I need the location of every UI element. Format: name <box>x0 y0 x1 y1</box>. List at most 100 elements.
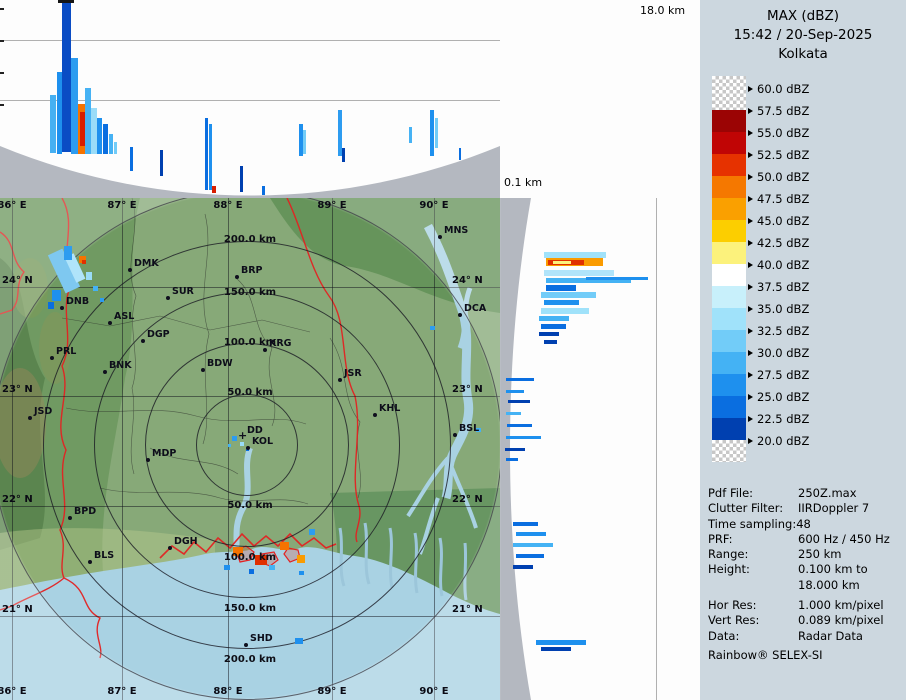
longitude-label-top: 88° E <box>213 200 243 211</box>
echo-cell <box>64 246 72 260</box>
range-ring-label: 150.0 km <box>223 287 277 298</box>
dbz-label-text: 50.0 dBZ <box>757 169 810 184</box>
city-code-label: BPD <box>74 506 97 517</box>
echo-cell <box>513 522 538 526</box>
info-label: Time sampling:48 <box>708 516 811 531</box>
city-dot-icon <box>60 306 64 310</box>
echo-cell <box>48 302 54 309</box>
arrow-right-icon <box>748 415 753 422</box>
dbz-label: 20.0 dBZ <box>748 433 810 448</box>
echo-cell <box>505 448 525 451</box>
dbz-label-text: 55.0 dBZ <box>757 125 810 140</box>
longitude-label-top: 86° E <box>0 200 27 211</box>
echo-cell <box>58 0 74 3</box>
city-dot-icon <box>166 296 170 300</box>
echo-cell <box>212 186 216 193</box>
info-value: Radar Data <box>798 628 863 643</box>
echo-cell <box>232 436 237 441</box>
city-cross-icon: + <box>238 429 248 442</box>
info-label: PRF: <box>708 531 733 546</box>
arrow-right-icon <box>748 239 753 246</box>
axis-tick <box>0 8 4 10</box>
dbz-label-text: 60.0 dBZ <box>757 81 810 96</box>
range-ring-label: 200.0 km <box>223 654 277 665</box>
dbz-band <box>712 418 746 440</box>
height-axis-max-label: 18.0 km <box>640 4 686 17</box>
arrow-right-icon <box>748 349 753 356</box>
city-dot-icon <box>263 348 267 352</box>
info-row: Height: 0.100 km to <box>708 562 903 577</box>
dbz-label-text: 25.0 dBZ <box>757 389 810 404</box>
echo-cell <box>342 148 345 162</box>
height-gridline <box>656 198 657 700</box>
dbz-band <box>712 286 746 308</box>
echo-cell <box>262 186 265 195</box>
city-dot-icon <box>141 339 145 343</box>
echo-cell <box>586 277 648 280</box>
dbz-label: 22.5 dBZ <box>748 412 809 426</box>
map-viewport[interactable]: 86° E 86° E 87° E 87° E 88° E 88° E 89° E 89° E… <box>0 198 500 700</box>
dbz-label-text: 47.5 dBZ <box>757 191 810 206</box>
info-row: Clutter Filter: IIRDoppler 7 <box>708 501 903 516</box>
dbz-label: 27.5 dBZ <box>748 368 809 382</box>
echo-cell <box>544 252 606 258</box>
echo-cell <box>544 340 557 344</box>
arrow-right-icon <box>748 327 753 334</box>
city-code-label: BNK <box>109 360 132 371</box>
dbz-label: 40.0 dBZ <box>748 257 810 272</box>
dbz-label: 55.0 dBZ <box>748 125 810 140</box>
city-dot-icon <box>108 321 112 325</box>
arrow-right-icon <box>748 371 753 378</box>
echo-cell <box>539 332 559 336</box>
city-dot-icon <box>128 268 132 272</box>
dbz-band <box>712 154 746 176</box>
city-dot-icon <box>68 516 72 520</box>
echo-cell <box>224 565 230 570</box>
dbz-label: 50.0 dBZ <box>748 169 810 184</box>
longitude-label-bottom: 87° E <box>107 686 137 697</box>
echo-cell <box>476 428 481 432</box>
city-dot-icon <box>338 378 342 382</box>
arrow-right-icon <box>748 393 753 400</box>
city-code-label: BSL <box>459 423 480 434</box>
echo-cell <box>516 532 546 536</box>
arrow-right-icon <box>748 305 753 312</box>
city-code-label: KHL <box>379 403 401 414</box>
dbz-label-text: 52.5 dBZ <box>757 147 810 162</box>
height-axis-min-label: 0.1 km <box>504 176 543 189</box>
dbz-band <box>712 132 746 154</box>
echo-cell <box>516 554 544 558</box>
echo-cell <box>541 324 566 329</box>
city-code-label: JSR <box>344 368 362 379</box>
echo-cell <box>57 72 62 154</box>
latitude-label-left: 21° N <box>2 604 33 615</box>
echo-cell <box>269 565 275 570</box>
echo-cell <box>513 565 533 569</box>
dbz-label-text: 40.0 dBZ <box>757 257 810 272</box>
dbz-band <box>712 352 746 374</box>
beam-envelope-top <box>0 146 500 198</box>
dbz-label: 30.0 dBZ <box>748 345 810 360</box>
echo-cell <box>513 543 553 547</box>
echo-cell <box>97 118 102 154</box>
city-dot-icon <box>103 370 107 374</box>
info-label: Height: <box>708 562 750 577</box>
dbz-band <box>712 396 746 418</box>
echo-cell <box>506 390 524 393</box>
dbz-label-text: 30.0 dBZ <box>757 345 810 360</box>
echo-cell <box>209 124 212 190</box>
city-dot-icon <box>453 433 457 437</box>
info-row: Pdf File: 250Z.max <box>708 486 903 501</box>
echo-cell <box>228 444 231 447</box>
dbz-label-text: 20.0 dBZ <box>757 433 810 448</box>
city-code-label: MNS <box>444 225 469 236</box>
software-branding: Rainbow® SELEX-SI <box>708 648 823 662</box>
axis-tick <box>0 40 4 42</box>
arrow-right-icon <box>748 283 753 290</box>
echo-cell <box>80 112 85 146</box>
echo-cell <box>506 412 521 415</box>
info-label: Clutter Filter: <box>708 501 784 516</box>
city-code-label: SHD <box>250 633 273 644</box>
echo-cell <box>299 571 304 575</box>
